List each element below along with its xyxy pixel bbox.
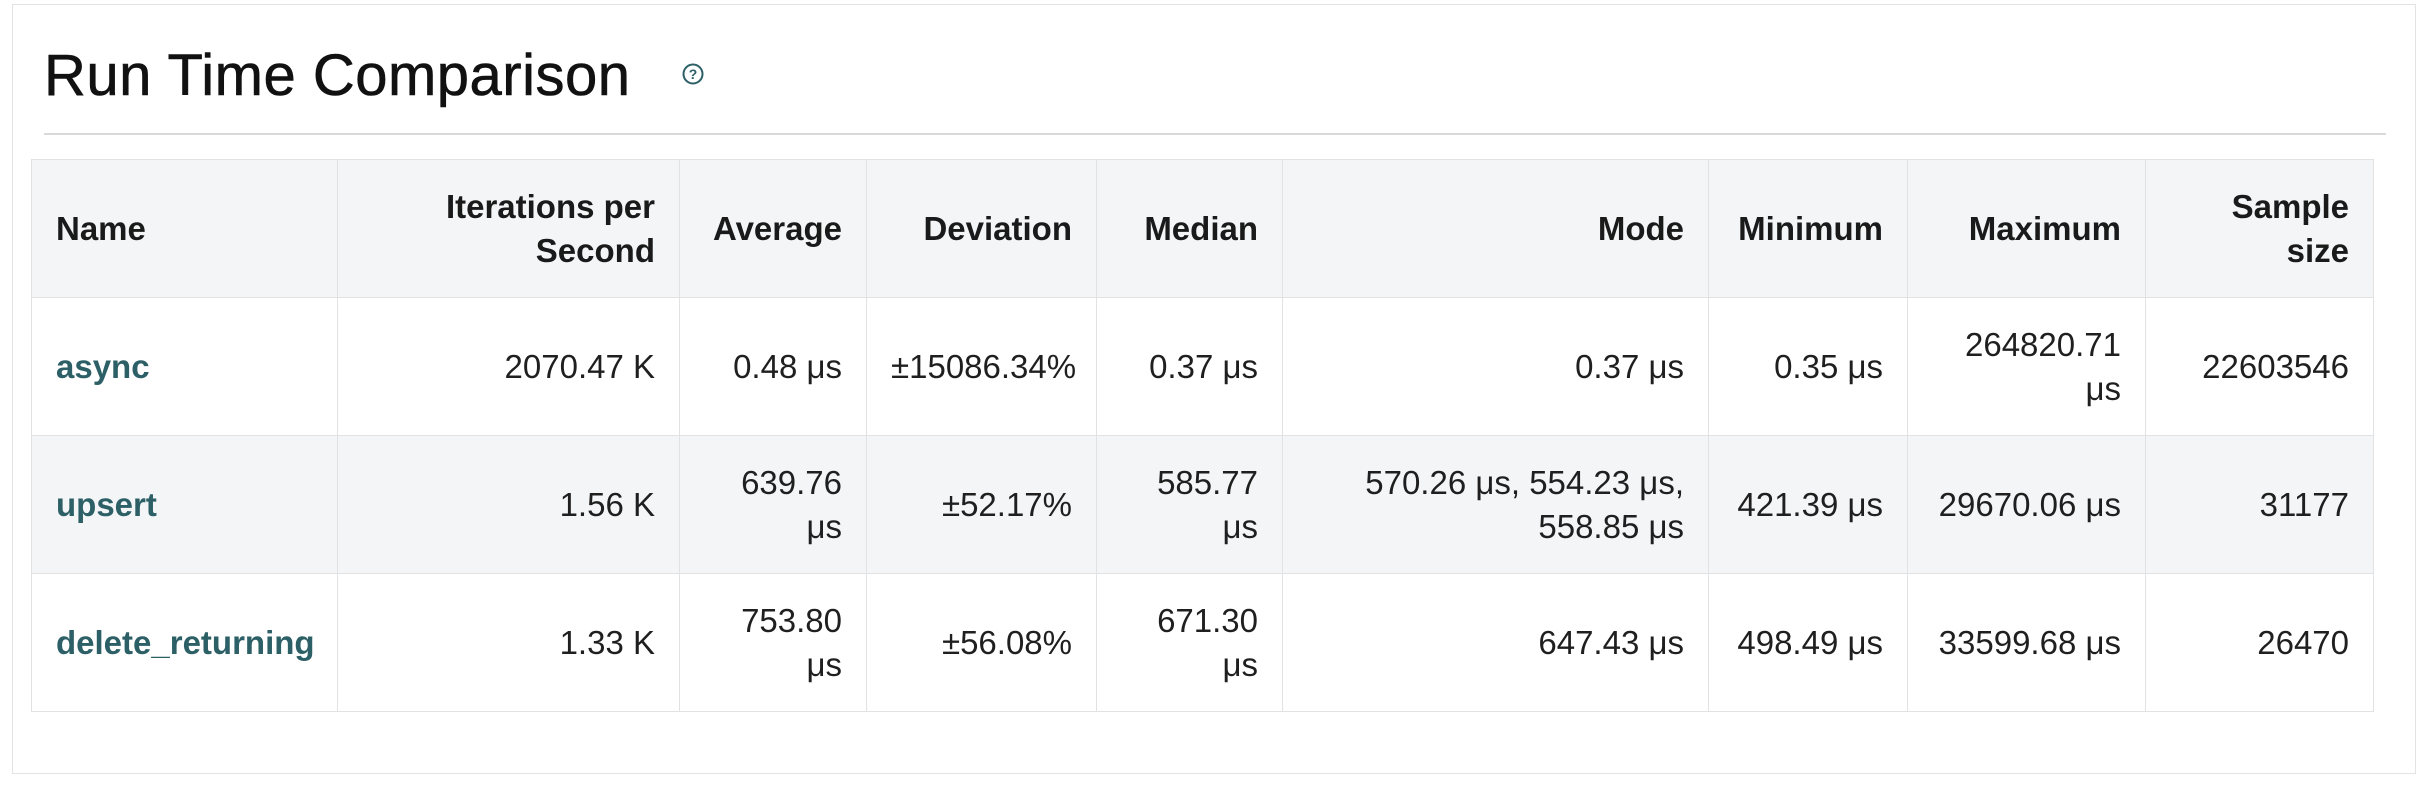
benchmark-link[interactable]: async <box>56 347 150 385</box>
name-cell: async <box>31 297 338 436</box>
svg-text:?: ? <box>689 66 698 82</box>
average-cell: 639.76 μs <box>679 435 867 574</box>
help-icon-glyph: ? <box>682 63 704 85</box>
deviation-cell: ±52.17% <box>866 435 1097 574</box>
column-header-median[interactable]: Median <box>1096 159 1283 298</box>
mode-cell: 570.26 μs, 554.23 μs, 558.85 μs <box>1282 435 1709 574</box>
section-header: Run Time Comparison ? <box>44 41 2386 135</box>
help-icon[interactable]: ? <box>682 63 704 85</box>
sample-size-cell: 31177 <box>2145 435 2374 574</box>
median-cell: 671.30 μs <box>1096 573 1283 712</box>
column-header-maximum[interactable]: Maximum <box>1907 159 2146 298</box>
median-cell: 585.77 μs <box>1096 435 1283 574</box>
column-header-sample-size[interactable]: Sample size <box>2145 159 2374 298</box>
maximum-cell: 33599.68 μs <box>1907 573 2146 712</box>
iterations-per-second-cell: 1.33 K <box>337 573 680 712</box>
average-cell: 753.80 μs <box>679 573 867 712</box>
table-row: upsert 1.56 K 639.76 μs ±52.17% 585.77 μ… <box>31 435 2374 574</box>
column-header-iterations-per-second[interactable]: Iterations per Second <box>337 159 680 298</box>
table-row: delete_returning 1.33 K 753.80 μs ±56.08… <box>31 573 2374 712</box>
sample-size-cell: 26470 <box>2145 573 2374 712</box>
maximum-cell: 264820.71 μs <box>1907 297 2146 436</box>
minimum-cell: 421.39 μs <box>1708 435 1908 574</box>
mode-cell: 647.43 μs <box>1282 573 1709 712</box>
column-header-minimum[interactable]: Minimum <box>1708 159 1908 298</box>
minimum-cell: 498.49 μs <box>1708 573 1908 712</box>
benchmark-link[interactable]: upsert <box>56 485 157 523</box>
name-cell: delete_returning <box>31 573 338 712</box>
table-header-row: Name Iterations per Second Average Devia… <box>31 159 2374 298</box>
iterations-per-second-cell: 1.56 K <box>337 435 680 574</box>
comparison-table: Name Iterations per Second Average Devia… <box>31 159 2374 712</box>
column-header-average[interactable]: Average <box>679 159 867 298</box>
column-header-deviation[interactable]: Deviation <box>866 159 1097 298</box>
column-header-name[interactable]: Name <box>31 159 338 298</box>
median-cell: 0.37 μs <box>1096 297 1283 436</box>
iterations-per-second-cell: 2070.47 K <box>337 297 680 436</box>
sample-size-cell: 22603546 <box>2145 297 2374 436</box>
deviation-cell: ±56.08% <box>866 573 1097 712</box>
deviation-cell: ±15086.34% <box>866 297 1097 436</box>
page-title: Run Time Comparison <box>44 43 631 108</box>
benchmark-link[interactable]: delete_returning <box>56 623 315 661</box>
average-cell: 0.48 μs <box>679 297 867 436</box>
maximum-cell: 29670.06 μs <box>1907 435 2146 574</box>
minimum-cell: 0.35 μs <box>1708 297 1908 436</box>
table-row: async 2070.47 K 0.48 μs ±15086.34% 0.37 … <box>31 297 2374 436</box>
column-header-mode[interactable]: Mode <box>1282 159 1709 298</box>
mode-cell: 0.37 μs <box>1282 297 1709 436</box>
name-cell: upsert <box>31 435 338 574</box>
